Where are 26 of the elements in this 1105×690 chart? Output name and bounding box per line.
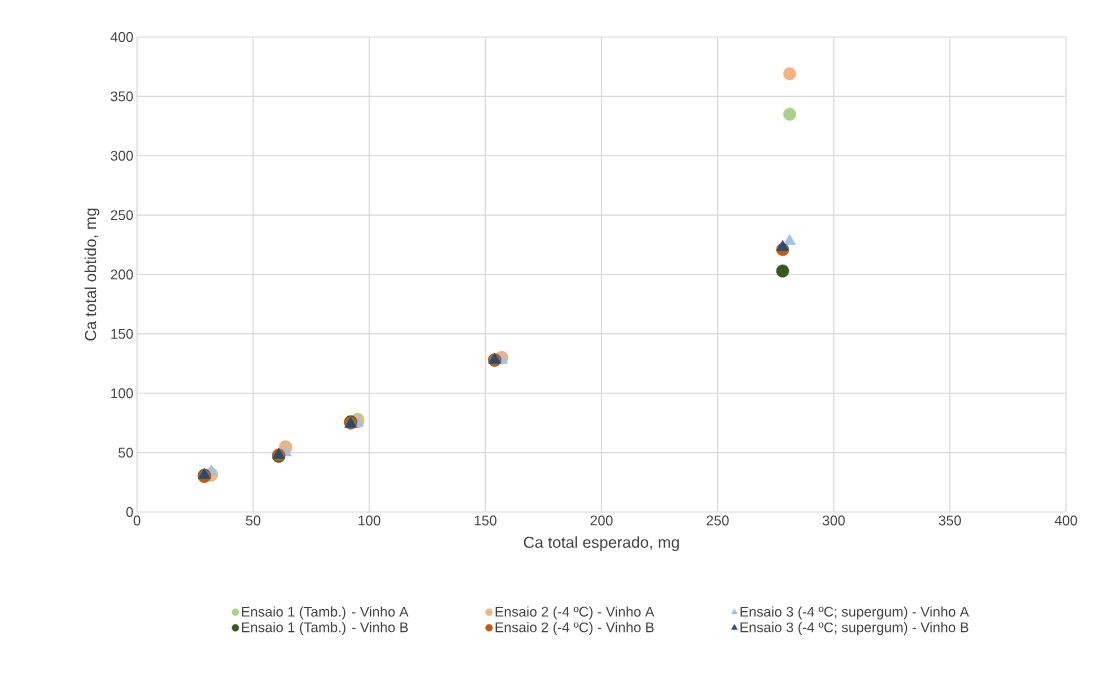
y-tick-label: 0 (126, 507, 133, 517)
y-tick-label: 50 (118, 447, 133, 458)
x-tick-label: 0 (133, 515, 141, 526)
y-tick-label: 100 (111, 388, 133, 399)
x-tick-label: 250 (706, 515, 729, 526)
y-tick-label: 200 (110, 269, 133, 280)
legend-label: Ensaio 2 (-4 ºC) - Vinho A (495, 606, 655, 620)
legend-label: Ensaio 3 (-4 ºC; supergum) - Vinho A (740, 606, 970, 620)
legend-label: Ensaio 1 (Tamb.) - Vinho B (242, 622, 408, 636)
x-tick-label: 50 (245, 515, 261, 526)
x-tick-label: 400 (1054, 515, 1078, 526)
x-tick-label: 300 (822, 515, 845, 526)
x-tick-label: 100 (358, 515, 381, 526)
x-tick-label: 150 (474, 515, 497, 526)
y-axis-title: Ca total obtido, mg (84, 208, 100, 341)
legend-label: Ensaio 3 (-4 ºC; supergum) - Vinho B (740, 622, 969, 636)
y-tick-label: 400 (110, 32, 133, 42)
y-tick-label: 350 (110, 91, 133, 102)
y-tick-label: 300 (110, 150, 133, 161)
x-axis-title: Ca total esperado, mg (523, 536, 679, 552)
x-tick-label: 350 (938, 515, 961, 526)
legend-label: Ensaio 1 (Tamb.) - Vinho A (242, 606, 409, 620)
x-tick-label: 200 (590, 515, 613, 526)
y-tick-label: 150 (111, 328, 133, 339)
y-tick-label: 250 (110, 210, 133, 221)
legend-label: Ensaio 2 (-4 ºC) - Vinho B (495, 622, 654, 636)
